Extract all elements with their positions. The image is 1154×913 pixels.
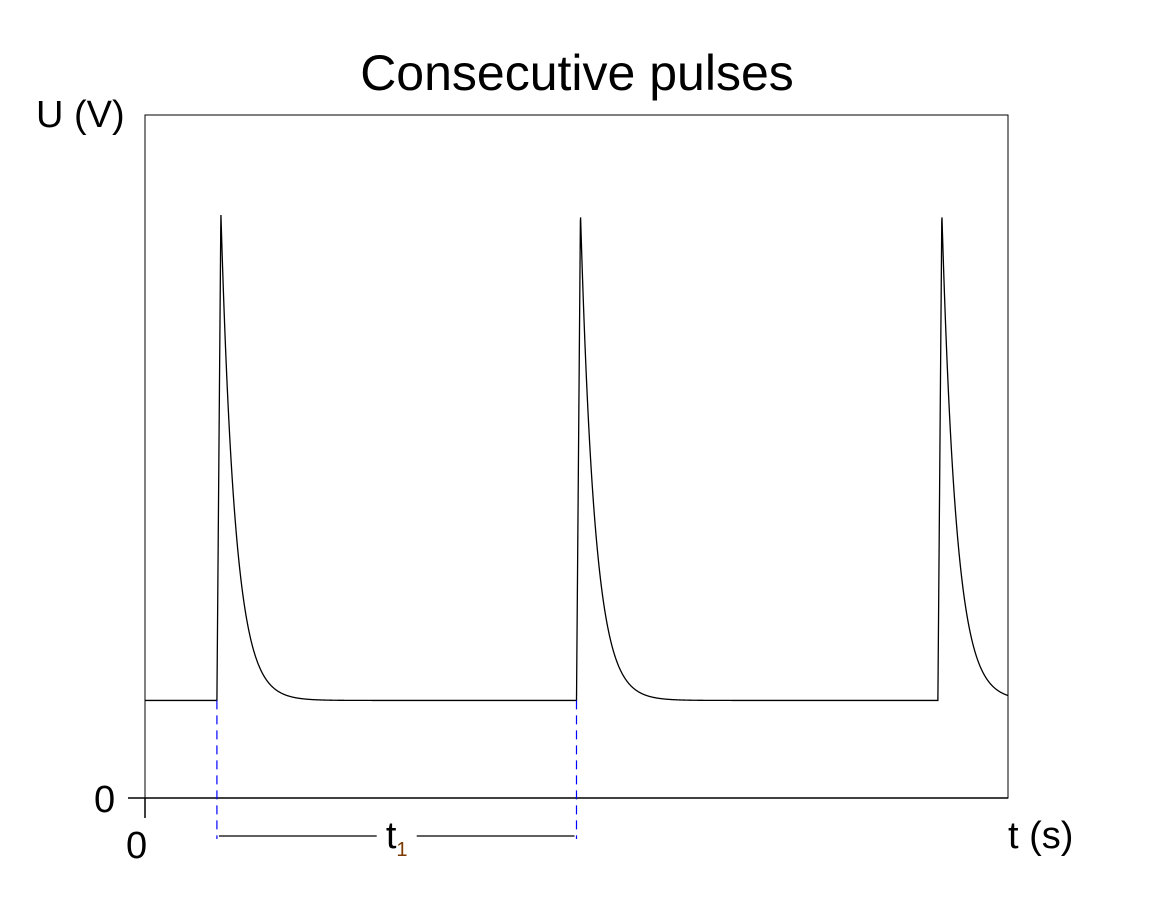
chart-title: Consecutive pulses (360, 45, 794, 101)
period-annotation: t1 (216, 700, 578, 861)
period-label: t1 (386, 815, 408, 861)
pulse-series-line (145, 214, 1009, 702)
x-origin-label: 0 (126, 825, 147, 867)
x-axis-label: t (s) (1008, 815, 1073, 857)
y-origin-label: 0 (94, 779, 115, 821)
y-axis-label: U (V) (36, 94, 125, 136)
